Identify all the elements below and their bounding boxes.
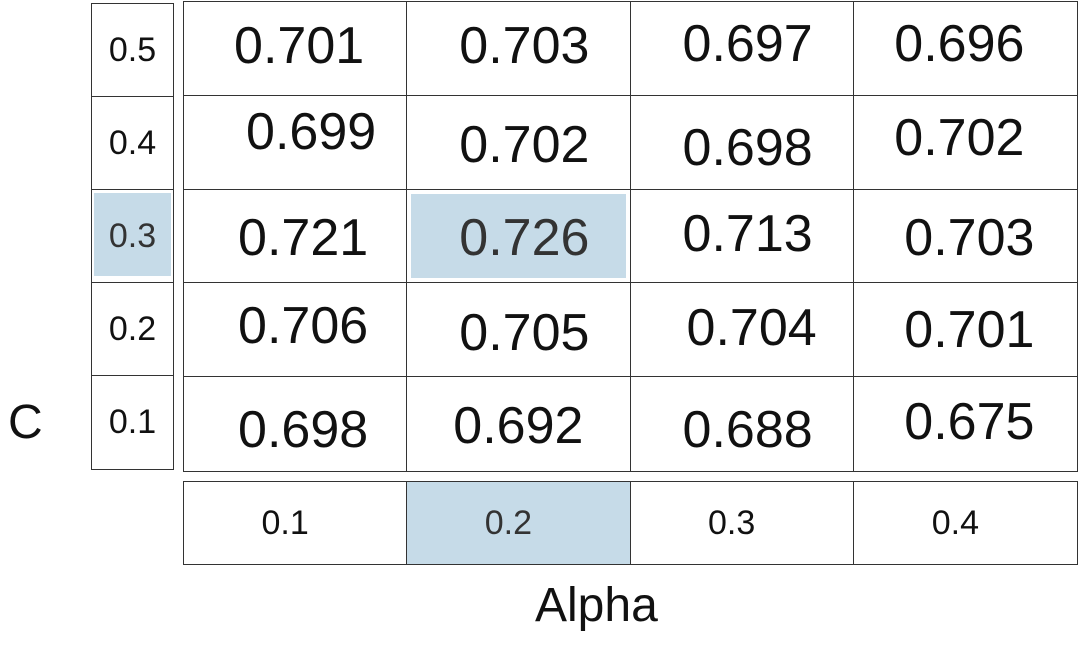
y-tick-label: 0.1 [108, 403, 157, 441]
cell-value: 0.706 [238, 296, 369, 355]
value-matrix: 0.701 0.703 0.697 0.696 0.699 0.702 0.698 0.702… [183, 1, 1078, 472]
x-tick-label: 0.1 [184, 482, 408, 564]
cell-value: 0.696 [894, 15, 1025, 74]
matrix-cell: 0.706 [184, 283, 408, 378]
x-axis-label: Alpha [535, 579, 658, 632]
cell-value: 0.726 [459, 208, 590, 267]
cell-value: 0.701 [234, 17, 365, 76]
matrix-cell: 0.702 [853, 96, 1077, 190]
cell-value: 0.698 [238, 401, 369, 460]
x-tick-label: 0.4 [931, 503, 979, 542]
matrix-cell: 0.703 [407, 2, 631, 96]
matrix-cell: 0.699 [184, 95, 408, 190]
matrix-cell: 0.703 [853, 190, 1077, 284]
cell-value: 0.704 [686, 298, 817, 357]
cell-value: 0.688 [682, 401, 813, 460]
matrix-cell: 0.702 [407, 95, 631, 190]
matrix-cell: 0.726 [407, 189, 631, 284]
matrix-cell: 0.705 [407, 283, 631, 378]
matrix-cell: 0.675 [854, 377, 1077, 471]
matrix-cell: 0.704 [630, 283, 854, 378]
cell-value: 0.713 [682, 204, 813, 263]
cell-value: 0.698 [682, 119, 813, 178]
matrix-cell: 0.692 [407, 377, 631, 471]
cell-value: 0.703 [904, 208, 1035, 267]
matrix-cell: 0.701 [184, 2, 408, 96]
cell-value: 0.701 [904, 300, 1035, 359]
matrix-cell: 0.688 [631, 377, 854, 471]
cell-value: 0.721 [238, 208, 369, 267]
cell-value: 0.699 [246, 103, 377, 162]
matrix-cell: 0.696 [853, 2, 1077, 96]
best-score-highlight [411, 193, 626, 279]
cell-value: 0.692 [453, 397, 584, 456]
cell-value: 0.703 [459, 17, 590, 76]
x-tick-label: 0.3 [631, 482, 854, 564]
cell-value: 0.697 [682, 15, 813, 74]
y-tick-label: 0.5 [92, 4, 173, 97]
cell-value: 0.702 [459, 116, 590, 175]
matrix-cell: 0.721 [184, 189, 408, 284]
y-tick-label: 0.2 [92, 283, 173, 376]
y-tick-label: 0.4 [92, 97, 173, 190]
y-tick-label: 0.3 [92, 190, 173, 283]
matrix-cell: 0.701 [853, 283, 1077, 378]
cell-value: 0.675 [904, 393, 1035, 452]
y-tick-column: 0.5 0.4 0.3 0.2 0.1 [91, 3, 174, 470]
matrix-cell: 0.698 [184, 377, 408, 471]
x-tick-label: 0.2 [407, 482, 631, 564]
matrix-cell: 0.698 [630, 95, 854, 190]
cell-value: 0.705 [459, 303, 590, 362]
matrix-cell: 0.713 [630, 189, 854, 284]
matrix-cell: 0.697 [630, 2, 854, 96]
cell-value: 0.702 [894, 109, 1025, 168]
x-tick-row: 0.1 0.2 0.3 0.4 [183, 481, 1078, 565]
selected-c-highlight [94, 193, 171, 276]
y-axis-label: C [8, 396, 43, 449]
